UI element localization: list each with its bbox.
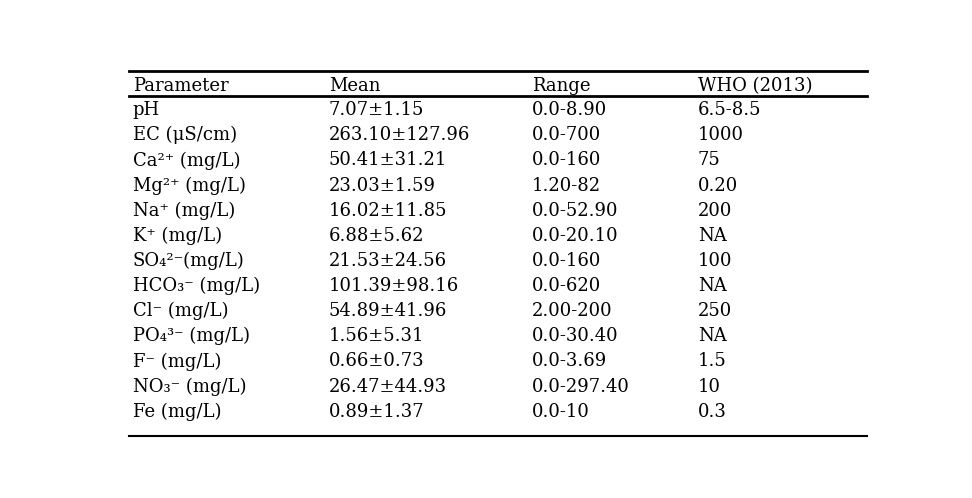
Text: Fe (mg/L): Fe (mg/L)	[133, 402, 222, 421]
Text: 2.00-200: 2.00-200	[532, 302, 612, 320]
Text: 16.02±11.85: 16.02±11.85	[329, 202, 447, 220]
Text: F⁻ (mg/L): F⁻ (mg/L)	[133, 352, 222, 371]
Text: 75: 75	[698, 151, 720, 169]
Text: Cl⁻ (mg/L): Cl⁻ (mg/L)	[133, 302, 228, 320]
Text: NA: NA	[698, 277, 726, 295]
Text: EC (μS/cm): EC (μS/cm)	[133, 126, 237, 144]
Text: 26.47±44.93: 26.47±44.93	[329, 377, 447, 395]
Text: 1000: 1000	[698, 126, 744, 144]
Text: PO₄³⁻ (mg/L): PO₄³⁻ (mg/L)	[133, 327, 250, 346]
Text: 0.3: 0.3	[698, 403, 727, 421]
Text: 7.07±1.15: 7.07±1.15	[329, 101, 424, 119]
Text: NO₃⁻ (mg/L): NO₃⁻ (mg/L)	[133, 377, 246, 396]
Text: 200: 200	[698, 202, 732, 220]
Text: 0.0-10: 0.0-10	[532, 403, 590, 421]
Text: 0.20: 0.20	[698, 177, 738, 195]
Text: HCO₃⁻ (mg/L): HCO₃⁻ (mg/L)	[133, 277, 260, 295]
Text: 54.89±41.96: 54.89±41.96	[329, 302, 447, 320]
Text: 0.66±0.73: 0.66±0.73	[329, 353, 425, 371]
Text: 6.5-8.5: 6.5-8.5	[698, 101, 761, 119]
Text: 1.20-82: 1.20-82	[532, 177, 601, 195]
Text: Ca²⁺ (mg/L): Ca²⁺ (mg/L)	[133, 151, 240, 170]
Text: 21.53±24.56: 21.53±24.56	[329, 252, 447, 270]
Text: 263.10±127.96: 263.10±127.96	[329, 126, 470, 144]
Text: Mg²⁺ (mg/L): Mg²⁺ (mg/L)	[133, 176, 246, 195]
Text: pH: pH	[133, 101, 160, 119]
Text: K⁺ (mg/L): K⁺ (mg/L)	[133, 227, 222, 245]
Text: 0.0-620: 0.0-620	[532, 277, 602, 295]
Text: 0.0-52.90: 0.0-52.90	[532, 202, 618, 220]
Text: 0.0-160: 0.0-160	[532, 252, 602, 270]
Text: 0.0-30.40: 0.0-30.40	[532, 327, 618, 345]
Text: 0.0-20.10: 0.0-20.10	[532, 227, 618, 245]
Text: Na⁺ (mg/L): Na⁺ (mg/L)	[133, 202, 235, 220]
Text: 1.5: 1.5	[698, 353, 726, 371]
Text: 6.88±5.62: 6.88±5.62	[329, 227, 424, 245]
Text: 101.39±98.16: 101.39±98.16	[329, 277, 459, 295]
Text: 0.0-297.40: 0.0-297.40	[532, 377, 630, 395]
Text: NA: NA	[698, 327, 726, 345]
Text: Parameter: Parameter	[133, 77, 228, 95]
Text: 23.03±1.59: 23.03±1.59	[329, 177, 435, 195]
Text: 0.0-3.69: 0.0-3.69	[532, 353, 608, 371]
Text: NA: NA	[698, 227, 726, 245]
Text: Mean: Mean	[329, 77, 380, 95]
Text: WHO (2013): WHO (2013)	[698, 77, 813, 95]
Text: 0.0-8.90: 0.0-8.90	[532, 101, 608, 119]
Text: 0.0-700: 0.0-700	[532, 126, 602, 144]
Text: Range: Range	[532, 77, 591, 95]
Text: 1.56±5.31: 1.56±5.31	[329, 327, 424, 345]
Text: 250: 250	[698, 302, 732, 320]
Text: 0.0-160: 0.0-160	[532, 151, 602, 169]
Text: 100: 100	[698, 252, 732, 270]
Text: 50.41±31.21: 50.41±31.21	[329, 151, 447, 169]
Text: SO₄²⁻(mg/L): SO₄²⁻(mg/L)	[133, 252, 245, 270]
Text: 10: 10	[698, 377, 721, 395]
Text: 0.89±1.37: 0.89±1.37	[329, 403, 425, 421]
